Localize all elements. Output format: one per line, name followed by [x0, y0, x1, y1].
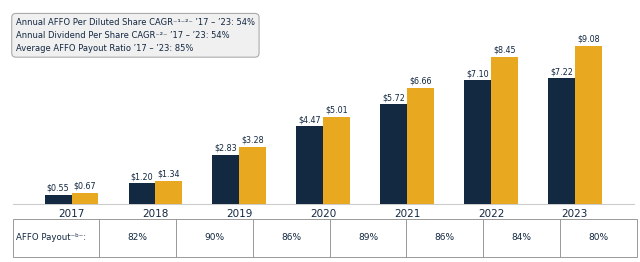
Bar: [156, 181, 182, 204]
Text: 82%: 82%: [127, 233, 148, 242]
Text: $6.66: $6.66: [409, 77, 432, 86]
Bar: [407, 88, 434, 204]
Text: 84%: 84%: [511, 233, 532, 242]
Bar: [129, 183, 156, 204]
Text: $1.20: $1.20: [131, 172, 154, 181]
Text: $8.45: $8.45: [493, 46, 516, 55]
Text: $9.08: $9.08: [577, 35, 600, 44]
Bar: [45, 195, 72, 204]
Text: $4.47: $4.47: [298, 115, 321, 124]
Bar: [380, 105, 407, 204]
Text: $5.01: $5.01: [325, 106, 348, 115]
Bar: [212, 155, 239, 204]
Text: $3.28: $3.28: [241, 136, 264, 145]
Text: $0.67: $0.67: [74, 182, 96, 190]
Text: 86%: 86%: [281, 233, 301, 242]
Text: 90%: 90%: [204, 233, 225, 242]
Text: $5.72: $5.72: [382, 93, 405, 102]
Text: $7.22: $7.22: [550, 67, 573, 76]
Legend: Dividend/Share, AFFO/Share: Dividend/Share, AFFO/Share: [237, 261, 410, 262]
Text: 89%: 89%: [358, 233, 378, 242]
Text: 80%: 80%: [588, 233, 609, 242]
Bar: [323, 117, 350, 204]
Bar: [575, 46, 602, 204]
Bar: [239, 147, 266, 204]
Bar: [491, 57, 518, 204]
Bar: [548, 78, 575, 204]
Bar: [296, 126, 323, 204]
Text: $7.10: $7.10: [467, 69, 489, 78]
Text: $1.34: $1.34: [157, 170, 180, 179]
Text: $0.55: $0.55: [47, 184, 70, 193]
Bar: [464, 80, 491, 204]
Text: 86%: 86%: [435, 233, 455, 242]
Text: $2.83: $2.83: [214, 144, 237, 153]
Text: AFFO Payout⁻ᵇ⁻:: AFFO Payout⁻ᵇ⁻:: [16, 233, 86, 242]
Bar: [72, 193, 99, 204]
Text: Annual AFFO Per Diluted Share CAGR⁻¹⁻²⁻ ’17 – ’23: 54%
Annual Dividend Per Share: Annual AFFO Per Diluted Share CAGR⁻¹⁻²⁻ …: [16, 18, 255, 53]
